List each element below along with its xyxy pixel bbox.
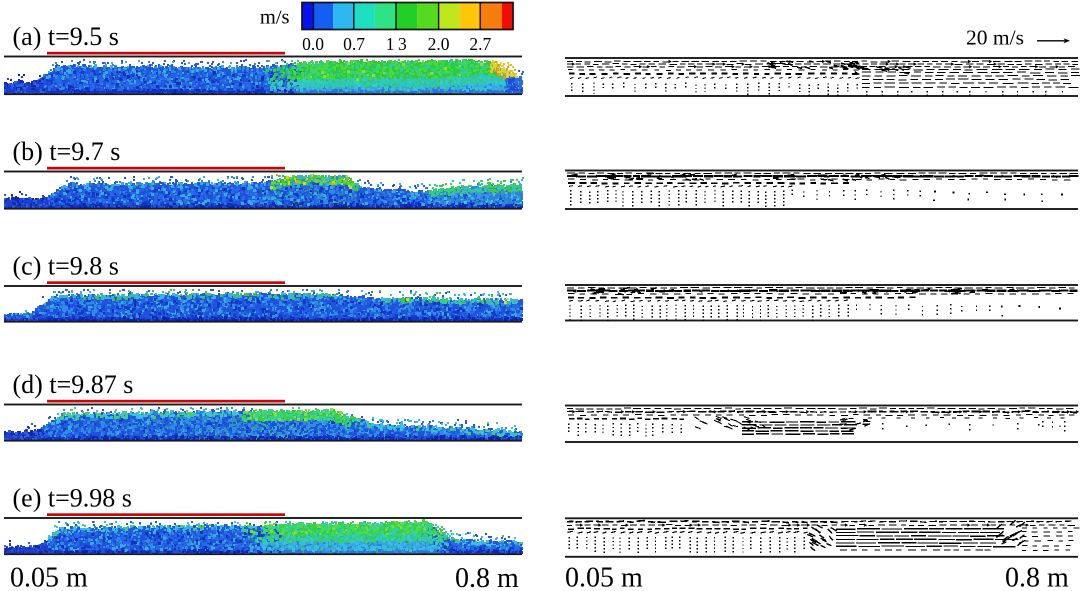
- svg-text:0.0: 0.0: [302, 34, 324, 54]
- svg-text:(d) t=9.87 s: (d) t=9.87 s: [13, 370, 134, 399]
- svg-text:20 m/s: 20 m/s: [966, 26, 1024, 50]
- svg-text:(b) t=9.7 s: (b) t=9.7 s: [13, 137, 121, 166]
- svg-text:(e) t=9.98 s: (e) t=9.98 s: [13, 484, 132, 513]
- svg-text:2.0: 2.0: [428, 34, 450, 54]
- svg-text:(a) t=9.5 s: (a) t=9.5 s: [13, 22, 119, 51]
- svg-text:0.05 m: 0.05 m: [10, 563, 88, 591]
- svg-text:(c) t=9.8 s: (c) t=9.8 s: [13, 252, 119, 281]
- svg-text:0.8 m: 0.8 m: [1005, 563, 1069, 591]
- svg-text:0.05 m: 0.05 m: [565, 563, 643, 591]
- svg-text:0.8 m: 0.8 m: [455, 563, 519, 591]
- svg-text:2.7: 2.7: [469, 34, 491, 54]
- svg-text:0.7: 0.7: [343, 34, 365, 54]
- svg-text:m/s: m/s: [260, 7, 290, 29]
- svg-text:1 3: 1 3: [386, 34, 407, 54]
